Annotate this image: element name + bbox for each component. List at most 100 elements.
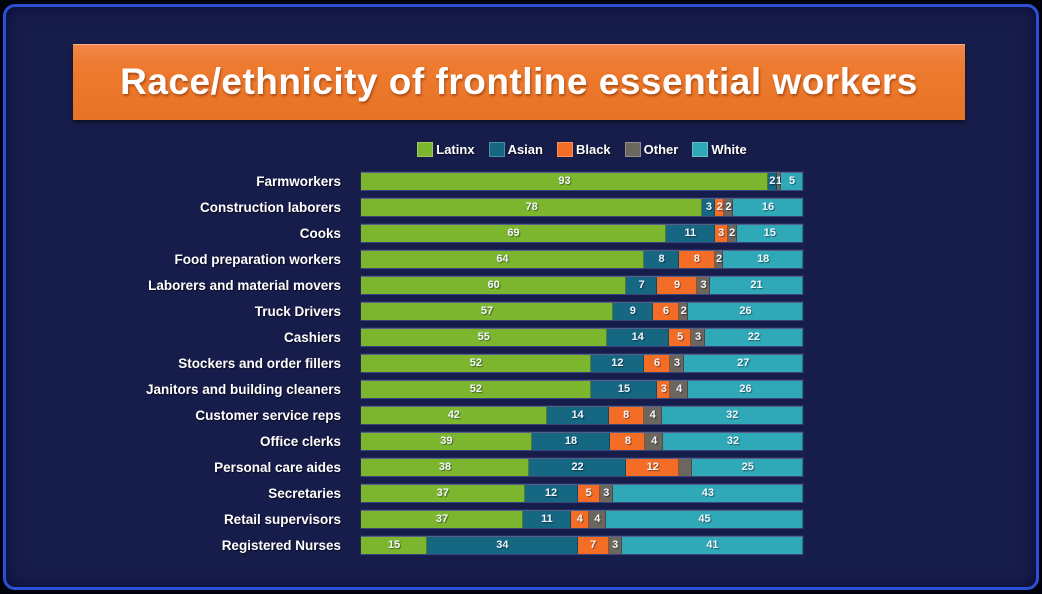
category-label: Personal care aides	[214, 459, 341, 475]
segment-value: 4	[649, 409, 656, 421]
segment-value: 2	[725, 201, 732, 213]
stacked-bar: 37 11 4 4 45	[361, 510, 803, 528]
segment-value: 15	[388, 539, 401, 551]
segment-value: 2	[716, 201, 723, 213]
segment-value: 1	[775, 175, 782, 187]
legend-item-white: White	[692, 141, 747, 157]
segment-value: 4	[676, 383, 683, 395]
page-title: Race/ethnicity of frontline essential wo…	[120, 61, 918, 102]
bar-segment-other: 3	[670, 355, 684, 372]
bar-segment-white: 25	[692, 459, 803, 476]
segment-value: 9	[629, 305, 636, 317]
bar-segment-latinx: 38	[361, 459, 529, 476]
bar-segment-other: 2	[679, 303, 689, 320]
bar-segment-asian: 9	[612, 303, 653, 320]
legend-label: White	[711, 141, 747, 157]
bar-segment-black: 8	[679, 251, 715, 268]
segment-value: 4	[651, 435, 658, 447]
bar-segment-white: 26	[688, 381, 803, 398]
category-label: Retail supervisors	[223, 511, 341, 527]
legend-swatch-icon	[556, 141, 573, 157]
category-label: Cashiers	[283, 329, 341, 345]
segment-value: 8	[623, 409, 630, 421]
segment-value: 52	[469, 383, 483, 395]
segment-value: 60	[487, 279, 500, 291]
segment-value: 5	[677, 331, 684, 343]
segment-value: 3	[673, 357, 681, 369]
segment-value: 18	[757, 253, 770, 265]
bar-segment-asian: 12	[524, 485, 578, 502]
segment-value: 43	[701, 487, 715, 499]
stacked-bar: 78 3 2 2 16	[361, 198, 803, 216]
chart-row: Cashiers 55 14 5 3 22	[6, 324, 1042, 350]
segment-value: 8	[693, 253, 700, 265]
bar-segment-asian: 14	[546, 407, 609, 424]
segment-value: 14	[631, 331, 644, 343]
segment-value: 64	[496, 253, 509, 265]
chart-row: Janitors and building cleaners 52 15 3 4 26	[6, 376, 1042, 402]
bar-segment-white: 22	[704, 329, 803, 346]
segment-value: 2	[680, 305, 687, 317]
segment-value: 32	[726, 409, 739, 421]
bar-segment-black: 9	[657, 277, 697, 294]
segment-value: 42	[447, 409, 460, 421]
segment-value: 7	[638, 279, 645, 291]
segment-value: 55	[477, 331, 490, 343]
chart-row: Customer service reps 42 14 8 4 32	[6, 402, 1042, 428]
bar-segment-other: 3	[599, 485, 613, 502]
bar-segment-white: 45	[606, 511, 803, 528]
segment-value: 78	[525, 201, 538, 213]
segment-value: 21	[750, 279, 763, 291]
segment-value: 11	[684, 227, 697, 239]
bar-segment-other: 1	[775, 173, 782, 190]
category-label: Office clerks	[259, 433, 341, 449]
bar-segment-white: 21	[710, 277, 803, 294]
segment-value: 12	[646, 461, 659, 473]
bar-segment-white: 32	[662, 433, 803, 450]
bar-segment-black: 7	[577, 537, 609, 554]
bar-segment-white: 15	[736, 225, 803, 242]
segment-value: 32	[726, 435, 740, 447]
chart-row: Food preparation workers 64 8 8 2 18	[6, 246, 1042, 272]
bar-segment-asian: 11	[522, 511, 572, 528]
bar-segment-black: 8	[608, 407, 644, 424]
segment-value: 2	[769, 175, 776, 187]
chart-row: Office clerks 39 18 8 4 32	[6, 428, 1042, 454]
segment-value: 4	[594, 513, 601, 525]
legend-label: Asian	[507, 141, 543, 157]
bar-segment-black: 2	[715, 199, 725, 216]
chart-row: Registered Nurses 15 34 7 3 41	[6, 532, 1042, 558]
segment-value: 12	[544, 487, 558, 499]
segment-value: 3	[612, 539, 619, 551]
legend-label: Latinx	[436, 141, 475, 157]
chart-row: Truck Drivers 57 9 6 2 26	[6, 298, 1042, 324]
segment-value: 52	[469, 357, 483, 369]
segment-value: 15	[617, 383, 631, 395]
segment-value: 25	[741, 461, 754, 473]
segment-value: 2	[729, 227, 736, 239]
bar-segment-white: 18	[723, 251, 803, 268]
bar-segment-other: 3	[608, 537, 622, 554]
segment-value: 5	[585, 487, 592, 499]
segment-value: 26	[739, 305, 752, 317]
segment-value: 7	[589, 539, 597, 551]
segment-value: 41	[706, 539, 719, 551]
category-label: Truck Drivers	[254, 303, 341, 319]
bar-segment-other: 2	[714, 251, 724, 268]
legend-label: Black	[575, 141, 611, 157]
bar-segment-other: 3	[696, 277, 711, 294]
segment-value: 15	[763, 227, 776, 239]
bar-segment-other: 4	[645, 433, 663, 450]
stacked-bar: 64 8 8 2 18	[361, 250, 803, 268]
segment-value: 3	[660, 383, 667, 395]
bar-segment-black: 4	[571, 511, 589, 528]
stacked-bar: 55 14 5 3 22	[361, 328, 803, 346]
bar-segment-black: 5	[669, 329, 692, 346]
bar-segment-asian: 15	[590, 381, 658, 398]
chart-row: Stockers and order fillers 52 12 6 3 27	[6, 350, 1042, 376]
segment-value: 12	[611, 357, 624, 369]
bar-segment-other: 2	[727, 225, 737, 242]
bar-segment-latinx: 52	[361, 381, 591, 398]
legend-item-asian: Asian	[488, 141, 543, 157]
chart-row: Cooks 69 11 3 2 15	[6, 220, 1042, 246]
